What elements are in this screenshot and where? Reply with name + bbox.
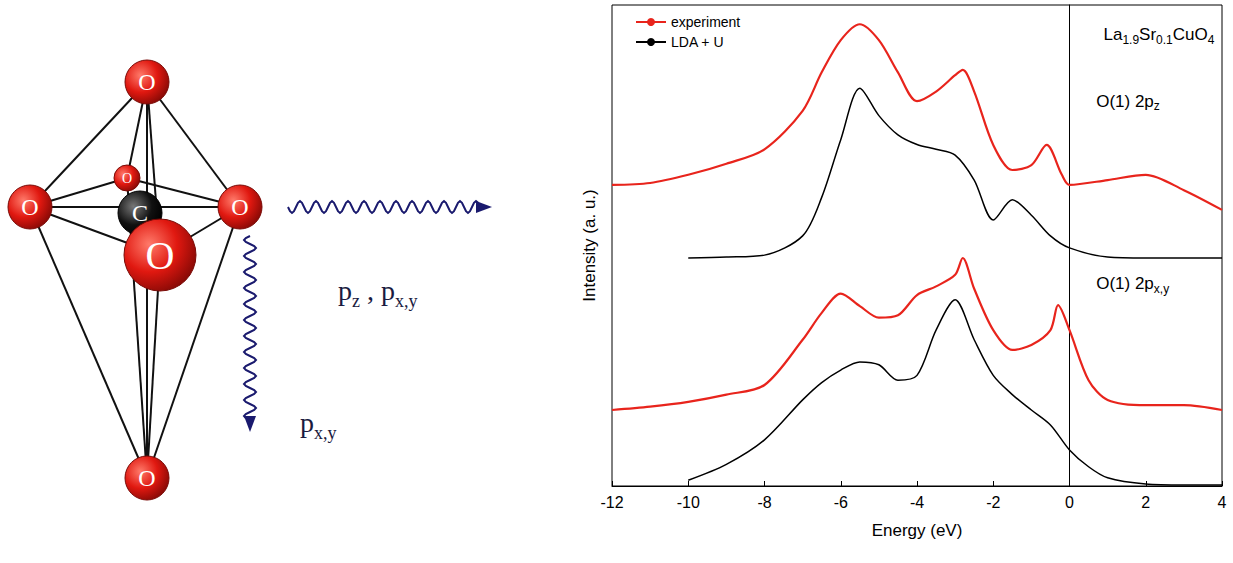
svg-text:-4: -4	[910, 494, 924, 511]
svg-text:LDA + U: LDA + U	[671, 34, 724, 50]
svg-text:4: 4	[1208, 33, 1215, 47]
svg-text:Energy (eV): Energy (eV)	[872, 521, 963, 540]
svg-text:px,y: px,y	[300, 407, 337, 443]
svg-text:-8: -8	[757, 494, 771, 511]
svg-text:O(1) 2p: O(1) 2p	[1096, 274, 1154, 293]
svg-text:CuO: CuO	[1173, 25, 1208, 44]
svg-text:O: O	[138, 465, 155, 491]
svg-text:-10: -10	[677, 494, 700, 511]
svg-text:-2: -2	[986, 494, 1000, 511]
svg-text:O: O	[21, 194, 38, 220]
svg-text:x,y: x,y	[1154, 282, 1169, 296]
svg-text:C: C	[132, 200, 148, 226]
svg-text:O: O	[122, 171, 132, 186]
svg-text:0.1: 0.1	[1156, 33, 1173, 47]
svg-text:La: La	[1103, 25, 1122, 44]
svg-text:O: O	[231, 194, 248, 220]
svg-text:O: O	[138, 69, 155, 95]
svg-text:pz , px,y: pz , px,y	[338, 275, 418, 311]
svg-text:O: O	[146, 233, 175, 278]
svg-text:z: z	[1154, 99, 1160, 113]
svg-text:1.9: 1.9	[1122, 33, 1139, 47]
svg-text:4: 4	[1218, 494, 1227, 511]
svg-text:experiment: experiment	[671, 14, 740, 30]
svg-text:-12: -12	[600, 494, 623, 511]
svg-text:Intensity (a. u.): Intensity (a. u.)	[580, 189, 599, 301]
svg-text:Sr: Sr	[1139, 25, 1156, 44]
svg-text:-6: -6	[834, 494, 848, 511]
svg-text:2: 2	[1141, 494, 1150, 511]
svg-text:O(1) 2p: O(1) 2p	[1096, 92, 1154, 111]
svg-text:0: 0	[1065, 494, 1074, 511]
